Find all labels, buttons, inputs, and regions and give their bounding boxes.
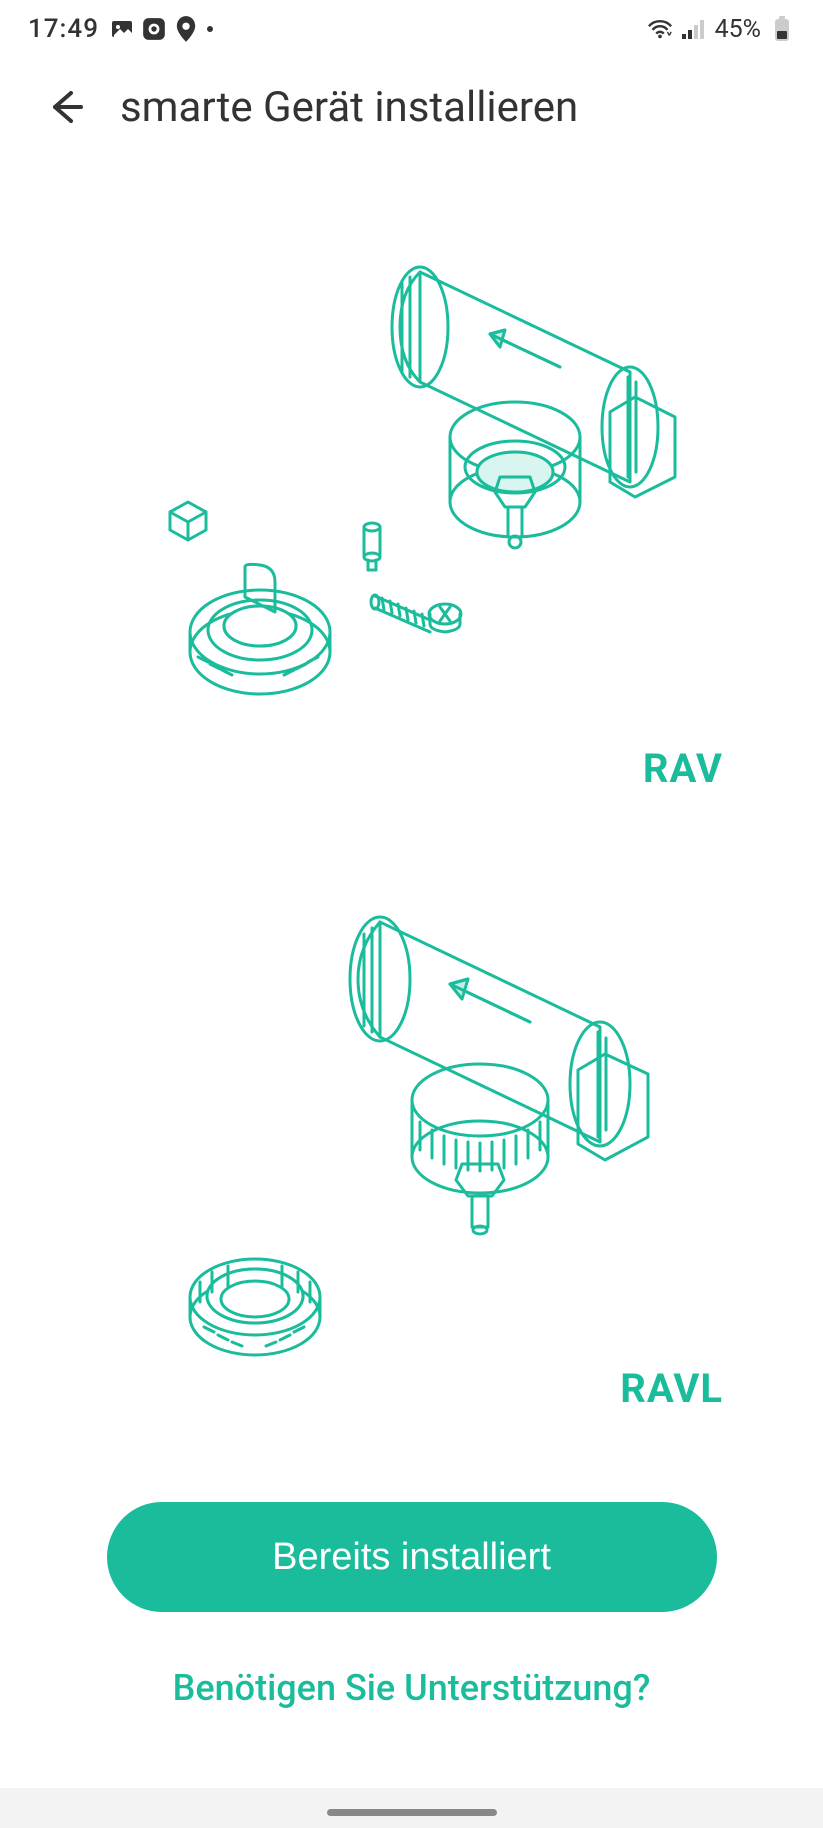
- diagram-ravl: RAVL: [40, 882, 783, 1432]
- wifi-icon: [647, 16, 673, 42]
- status-left: 17:49: [28, 14, 215, 44]
- diagram-label-rav: RAV: [643, 745, 723, 792]
- page-header: smarte Gerät installieren: [0, 52, 823, 142]
- image-icon: [109, 16, 135, 42]
- valve-rav-illustration: [70, 222, 750, 742]
- status-bar: 17:49 45%: [0, 0, 823, 52]
- nav-handle[interactable]: [327, 1809, 497, 1816]
- arrow-left-icon: [43, 85, 87, 129]
- diagram-label-ravl: RAVL: [620, 1365, 723, 1412]
- back-button[interactable]: [40, 82, 90, 132]
- camera-app-icon: [141, 16, 167, 42]
- status-notif-icons: [109, 16, 215, 42]
- already-installed-button[interactable]: Bereits installiert: [107, 1502, 717, 1612]
- status-time: 17:49: [28, 14, 99, 44]
- help-link[interactable]: Benötigen Sie Unterstützung?: [40, 1667, 783, 1709]
- status-right: 45%: [647, 15, 795, 44]
- diagram-rav: RAV: [40, 222, 783, 822]
- page-title: smarte Gerät installieren: [120, 83, 578, 132]
- content-area: RAV: [0, 222, 823, 1709]
- valve-ravl-illustration: [100, 882, 740, 1382]
- notification-dot-icon: [205, 16, 215, 42]
- location-icon: [173, 16, 199, 42]
- battery-icon: [769, 16, 795, 42]
- signal-icon: [681, 16, 707, 42]
- system-nav-area: [0, 1788, 823, 1828]
- battery-text: 45%: [715, 15, 761, 44]
